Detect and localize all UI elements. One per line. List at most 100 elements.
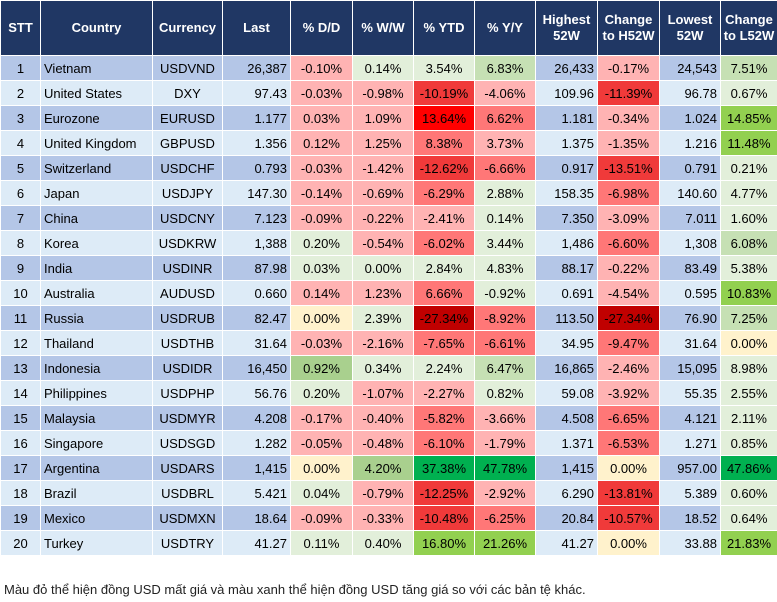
cell-last: 0.793	[222, 155, 291, 181]
cell-ww: -0.98%	[352, 80, 414, 106]
cell-dd: -0.17%	[290, 405, 353, 431]
cell-ytd: -6.10%	[413, 430, 475, 456]
cell-currency: USDMXN	[152, 505, 223, 531]
cell-high: 59.08	[535, 380, 598, 406]
cell-last: 1.282	[222, 430, 291, 456]
table-row: 15 Malaysia USDMYR 4.208 -0.17% -0.40% -5.82% -…	[0, 405, 777, 431]
cell-currency: USDCNY	[152, 205, 223, 231]
cell-currency: USDCHF	[152, 155, 223, 181]
cell-ytd: 16.80%	[413, 530, 475, 556]
cell-yy: -8.92%	[474, 305, 536, 331]
cell-yy: 6.83%	[474, 55, 536, 81]
cell-yy: 3.73%	[474, 130, 536, 156]
cell-stt: 5	[0, 155, 41, 181]
cell-chh: -13.81%	[597, 480, 660, 506]
cell-ww: -0.79%	[352, 480, 414, 506]
header-highest-52w: Highest 52W	[535, 0, 598, 56]
cell-last: 1,388	[222, 230, 291, 256]
cell-stt: 4	[0, 130, 41, 156]
cell-low: 7.011	[659, 205, 721, 231]
table-row: 6 Japan USDJPY 147.30 -0.14% -0.69% -6.29% 2.88…	[0, 180, 777, 206]
cell-high: 158.35	[535, 180, 598, 206]
cell-country: Brazil	[40, 480, 153, 506]
cell-last: 4.208	[222, 405, 291, 431]
header-country: Country	[40, 0, 153, 56]
cell-yy: -0.92%	[474, 280, 536, 306]
cell-chh: -11.39%	[597, 80, 660, 106]
cell-country: Turkey	[40, 530, 153, 556]
cell-ytd: -6.29%	[413, 180, 475, 206]
cell-chl: 1.60%	[720, 205, 777, 231]
cell-dd: -0.05%	[290, 430, 353, 456]
cell-ytd: -6.02%	[413, 230, 475, 256]
cell-ww: -1.07%	[352, 380, 414, 406]
cell-chl: 7.25%	[720, 305, 777, 331]
cell-ytd: -27.34%	[413, 305, 475, 331]
table-row: 8 Korea USDKRW 1,388 0.20% -0.54% -6.02% 3.44% 1…	[0, 230, 777, 256]
cell-high: 1.371	[535, 430, 598, 456]
cell-ytd: -2.41%	[413, 205, 475, 231]
cell-stt: 7	[0, 205, 41, 231]
header-lowest-52w: Lowest 52W	[659, 0, 721, 56]
table-row: 12 Thailand USDTHB 31.64 -0.03% -2.16% -7.65% -…	[0, 330, 777, 356]
cell-high: 109.96	[535, 80, 598, 106]
cell-chh: -3.09%	[597, 205, 660, 231]
cell-chh: -4.54%	[597, 280, 660, 306]
cell-last: 16,450	[222, 355, 291, 381]
cell-stt: 14	[0, 380, 41, 406]
cell-low: 5.389	[659, 480, 721, 506]
cell-currency: USDTHB	[152, 330, 223, 356]
cell-currency: DXY	[152, 80, 223, 106]
cell-yy: -2.92%	[474, 480, 536, 506]
cell-yy: 4.83%	[474, 255, 536, 281]
cell-chh: -13.51%	[597, 155, 660, 181]
cell-low: 24,543	[659, 55, 721, 81]
cell-yy: 6.62%	[474, 105, 536, 131]
cell-chh: -0.34%	[597, 105, 660, 131]
cell-yy: -6.66%	[474, 155, 536, 181]
cell-high: 0.917	[535, 155, 598, 181]
currency-table: STT Country Currency Last % D/D % W/W % …	[0, 0, 777, 556]
cell-chh: -27.34%	[597, 305, 660, 331]
cell-dd: -0.14%	[290, 180, 353, 206]
cell-last: 41.27	[222, 530, 291, 556]
table-row: 17 Argentina USDARS 1,415 0.00% 4.20% 37.38% 47…	[0, 455, 777, 481]
cell-chl: 11.48%	[720, 130, 777, 156]
cell-ww: -0.69%	[352, 180, 414, 206]
cell-country: United Kingdom	[40, 130, 153, 156]
cell-yy: 0.82%	[474, 380, 536, 406]
cell-dd: 0.11%	[290, 530, 353, 556]
cell-country: Argentina	[40, 455, 153, 481]
cell-dd: 0.12%	[290, 130, 353, 156]
cell-high: 1,486	[535, 230, 598, 256]
cell-high: 41.27	[535, 530, 598, 556]
cell-low: 55.35	[659, 380, 721, 406]
cell-stt: 19	[0, 505, 41, 531]
cell-chl: 10.83%	[720, 280, 777, 306]
cell-ytd: -7.65%	[413, 330, 475, 356]
cell-currency: USDJPY	[152, 180, 223, 206]
cell-last: 5.421	[222, 480, 291, 506]
cell-stt: 6	[0, 180, 41, 206]
cell-high: 7.350	[535, 205, 598, 231]
cell-stt: 10	[0, 280, 41, 306]
cell-stt: 18	[0, 480, 41, 506]
cell-low: 76.90	[659, 305, 721, 331]
cell-high: 6.290	[535, 480, 598, 506]
cell-stt: 11	[0, 305, 41, 331]
cell-ww: 4.20%	[352, 455, 414, 481]
cell-last: 31.64	[222, 330, 291, 356]
cell-ytd: 3.54%	[413, 55, 475, 81]
cell-yy: 3.44%	[474, 230, 536, 256]
cell-last: 147.30	[222, 180, 291, 206]
cell-dd: 0.20%	[290, 380, 353, 406]
cell-stt: 2	[0, 80, 41, 106]
cell-high: 1,415	[535, 455, 598, 481]
cell-ww: 0.40%	[352, 530, 414, 556]
header-dd: % D/D	[290, 0, 353, 56]
cell-dd: 0.00%	[290, 305, 353, 331]
cell-ytd: 37.38%	[413, 455, 475, 481]
cell-stt: 1	[0, 55, 41, 81]
cell-stt: 13	[0, 355, 41, 381]
cell-ytd: -2.27%	[413, 380, 475, 406]
